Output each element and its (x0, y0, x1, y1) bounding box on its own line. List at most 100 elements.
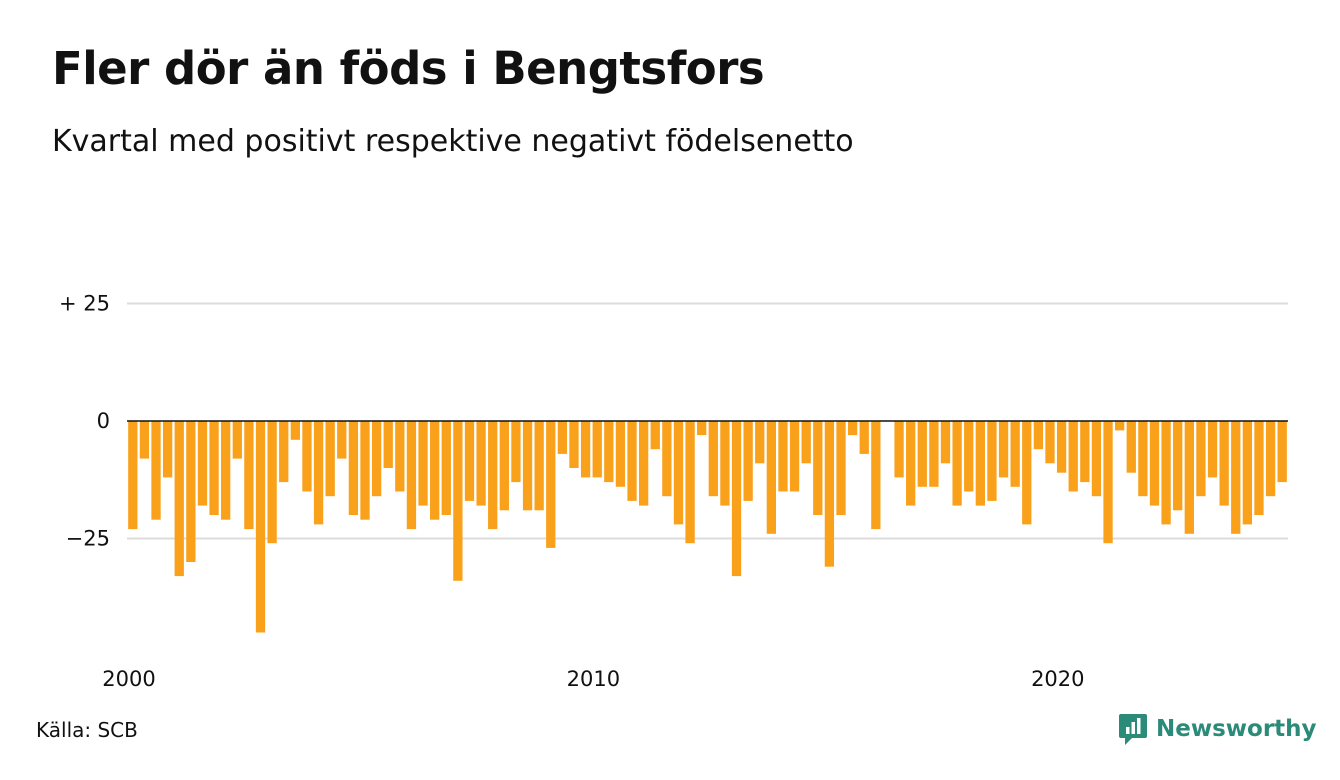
x-tick-label: 2010 (567, 667, 620, 691)
gridlines (127, 302, 1288, 540)
chart-title: Fler dör än föds i Bengtsfors (52, 42, 765, 95)
chart-subtitle: Kvartal med positivt respektive negativt… (52, 124, 854, 159)
bar (488, 421, 498, 530)
bar (499, 421, 509, 511)
bar (708, 421, 718, 497)
bar (1231, 421, 1241, 534)
bar (1161, 421, 1171, 525)
bar (1103, 421, 1113, 544)
bar (371, 421, 382, 497)
bar (1265, 421, 1276, 497)
bar (302, 421, 312, 492)
bar (430, 421, 440, 520)
bar (348, 421, 359, 515)
bar (290, 421, 300, 440)
bar (755, 421, 765, 464)
bar (1080, 421, 1090, 483)
bar (464, 421, 475, 501)
y-tick-label: −25 (66, 527, 110, 551)
bar (952, 421, 962, 506)
bar (221, 421, 231, 520)
bar (615, 421, 626, 487)
bar (1138, 421, 1148, 497)
source-note: Källa: SCB (36, 718, 138, 742)
bar (337, 421, 347, 459)
bar (511, 421, 521, 483)
bar (894, 421, 904, 478)
bar (209, 421, 219, 515)
bar (1149, 421, 1160, 506)
bar (128, 421, 138, 530)
bar (847, 421, 858, 436)
bar (244, 421, 254, 530)
bar (639, 421, 649, 506)
bar (1045, 421, 1055, 464)
bar (964, 421, 974, 492)
bar (789, 421, 800, 492)
bar (1115, 421, 1125, 431)
bar (871, 421, 881, 530)
bar (592, 421, 602, 478)
bar (360, 421, 370, 520)
bar (813, 421, 823, 515)
bar (778, 421, 788, 492)
x-tick-label: 2000 (102, 667, 155, 691)
bar (162, 421, 173, 478)
bar (1219, 421, 1229, 506)
bar (476, 421, 486, 506)
bar (1010, 421, 1020, 487)
bar (267, 421, 277, 544)
bar (1126, 421, 1136, 473)
bar (325, 421, 335, 497)
bar (940, 421, 951, 464)
bar (975, 421, 985, 506)
bar (522, 421, 533, 511)
bar (685, 421, 695, 544)
axes: + 25 0 −25 2000 2010 2020 (59, 292, 1288, 691)
bar (743, 421, 753, 501)
bar (1207, 421, 1218, 478)
bar (1068, 421, 1078, 492)
bar (1022, 421, 1032, 525)
bars (128, 421, 1287, 633)
bar (546, 421, 556, 548)
bar (232, 421, 242, 459)
bar (255, 421, 266, 633)
newsworthy-logo-icon (1119, 714, 1147, 745)
bar (650, 421, 660, 450)
bar (929, 421, 939, 487)
bar (1173, 421, 1183, 511)
bar (731, 421, 742, 577)
bar (186, 421, 196, 562)
bar (673, 421, 684, 525)
bar (197, 421, 208, 506)
bar (557, 421, 568, 454)
bar (1056, 421, 1067, 473)
bar (824, 421, 835, 567)
bar (1242, 421, 1253, 525)
bar (139, 421, 150, 459)
bar (395, 421, 405, 492)
bar (383, 421, 393, 468)
bar (801, 421, 811, 464)
bar (151, 421, 161, 520)
bar (313, 421, 324, 525)
bar (987, 421, 997, 501)
bar (766, 421, 776, 534)
bar (1033, 421, 1044, 450)
y-tick-label: 0 (97, 409, 110, 433)
bar (720, 421, 730, 506)
bar (1091, 421, 1102, 497)
bar (1184, 421, 1194, 534)
y-tick-label: + 25 (59, 292, 110, 316)
bar (836, 421, 846, 515)
bar (604, 421, 614, 483)
bar (917, 421, 927, 487)
brand-logo: Newsworthy (1118, 712, 1317, 746)
brand-name: Newsworthy (1156, 716, 1317, 742)
bar (859, 421, 869, 454)
bar (534, 421, 544, 511)
bar (1254, 421, 1264, 515)
bar (627, 421, 637, 501)
